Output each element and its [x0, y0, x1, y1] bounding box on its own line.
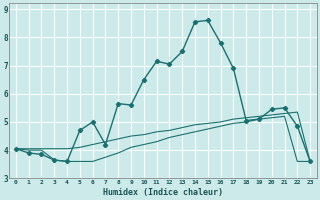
- X-axis label: Humidex (Indice chaleur): Humidex (Indice chaleur): [103, 188, 223, 197]
